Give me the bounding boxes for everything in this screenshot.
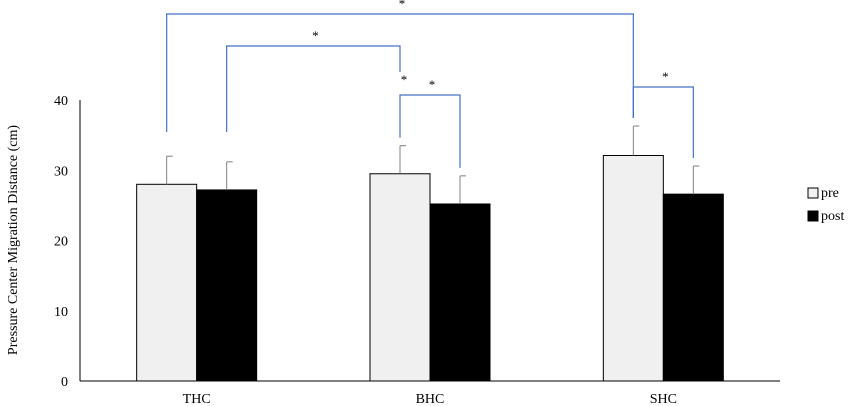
y-tick-label: 40 [54,94,68,109]
significance-bracket [166,13,634,132]
legend-swatch-pre [807,187,819,199]
legend: pre post [807,186,844,224]
significance-star: * [662,69,669,84]
category-label: SHC [650,392,677,406]
bar-pre [136,183,198,382]
y-tick-labels: 0 10 20 30 40 [54,94,68,390]
legend-swatch-post [807,210,819,222]
significance-brackets: * * * * * [166,0,694,168]
category-label: BHC [416,392,445,406]
category-label: THC [183,392,211,406]
significance-bracket [226,45,401,132]
bar-post [196,189,258,382]
significance-star: * [401,72,408,87]
significance-bracket [399,94,461,168]
bar-post [429,203,491,382]
y-tick-label: 0 [61,375,68,390]
y-axis-label: Pressure Center Migration Distance (cm) [6,125,21,355]
bar-pre [369,173,431,382]
significance-bracket [632,86,694,159]
y-tick-label: 20 [54,235,68,250]
bar-pre [602,154,664,382]
y-tick-label: 30 [54,164,68,179]
error-bars [166,125,700,204]
significance-star: * [399,0,406,11]
legend-label-post: post [821,209,844,224]
legend-label-pre: pre [821,186,839,201]
bar-post [662,193,724,382]
significance-star: * [312,28,319,43]
significance-star: * [429,77,436,92]
y-tick-label: 10 [54,305,68,320]
category-labels: THC BHC SHC [183,392,677,406]
bars [136,154,724,382]
